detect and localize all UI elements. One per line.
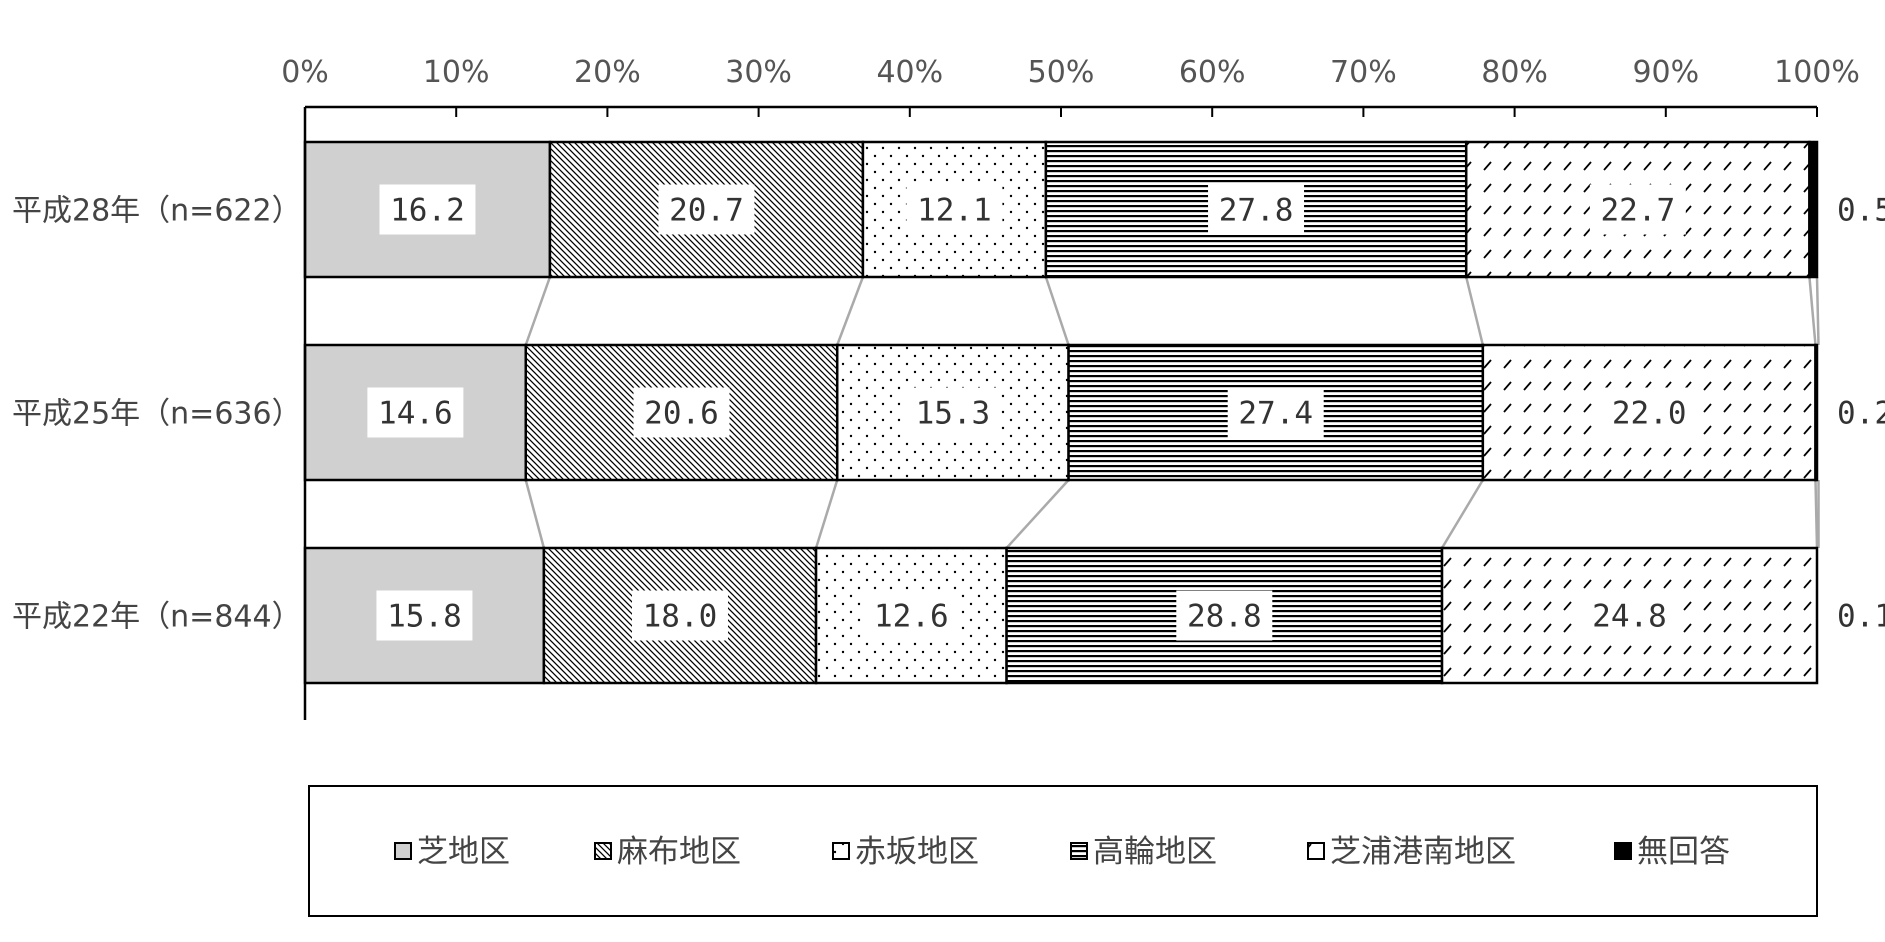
data-label-bg — [631, 590, 728, 641]
series-line — [524, 276, 552, 346]
legend-label: 高輪地区 — [1093, 834, 1217, 870]
series-line — [1440, 479, 1484, 549]
category-label: 平成25年（n=636） — [12, 397, 302, 432]
legend-box — [308, 785, 1818, 917]
data-label: 18.0 — [643, 599, 718, 635]
data-label: 0.1 — [1837, 599, 1885, 635]
data-label: 22.7 — [1600, 193, 1675, 229]
bar-segment — [861, 140, 1048, 279]
data-label: 20.7 — [669, 193, 744, 229]
data-label-bg — [379, 184, 476, 235]
legend-swatch — [1614, 842, 1632, 860]
data-label: 12.1 — [917, 193, 992, 229]
series-line — [1815, 276, 1820, 346]
data-label-bg — [906, 184, 1003, 235]
legend-swatch — [1070, 842, 1088, 860]
data-label: 14.6 — [378, 396, 453, 432]
x-tick-label: 40% — [876, 55, 943, 90]
legend-swatch — [832, 842, 850, 860]
data-label: 0.2 — [1837, 396, 1885, 432]
bar-segment — [1808, 140, 1819, 279]
legend: 芝地区 麻布地区 赤坂地区 高輪地区 芝浦港南地区 無回答 — [394, 834, 1730, 870]
x-tick-label: 60% — [1179, 55, 1246, 90]
legend-label: 麻布地区 — [617, 834, 741, 870]
legend-swatch — [594, 842, 612, 860]
data-label-bg — [1589, 184, 1686, 235]
category-label: 平成28年（n=622） — [12, 194, 302, 229]
data-label-bg — [376, 590, 473, 641]
data-label: 28.8 — [1187, 599, 1262, 635]
data-label-bg — [863, 590, 960, 641]
data-label: 24.8 — [1592, 599, 1667, 635]
data-label-bg — [904, 387, 1001, 438]
x-tick-label: 30% — [725, 55, 792, 90]
data-label: 27.4 — [1238, 396, 1313, 432]
data-label: 20.6 — [644, 396, 719, 432]
x-tick-label: 10% — [423, 55, 490, 90]
series-line — [814, 479, 839, 549]
series-line — [1814, 479, 1819, 549]
x-tick-label: 100% — [1774, 55, 1860, 90]
data-label-bg — [1581, 590, 1678, 641]
x-tick-label: 90% — [1632, 55, 1699, 90]
series-lines — [524, 276, 1820, 549]
series-line — [524, 479, 546, 549]
data-label: 27.8 — [1219, 193, 1294, 229]
x-axis: 0% 10% 20% 30% 40% 50% 60% 70% 80% 90% 100% — [281, 55, 1860, 720]
series-line — [1465, 276, 1485, 346]
legend-swatch — [1307, 842, 1325, 860]
data-label-bg — [1601, 387, 1698, 438]
data-label-bg — [1227, 387, 1324, 438]
category-label: 平成22年（n=844） — [12, 600, 302, 635]
legend-swatch — [394, 842, 412, 860]
x-tick-label: 0% — [281, 55, 329, 90]
legend-label: 赤坂地区 — [855, 834, 979, 870]
legend-label: 芝浦港南地区 — [1330, 834, 1516, 870]
x-tick-label: 20% — [574, 55, 641, 90]
data-label-bg — [1208, 184, 1305, 235]
data-label-bg — [367, 387, 464, 438]
data-label: 16.2 — [390, 193, 465, 229]
x-tick-label: 80% — [1481, 55, 1548, 90]
data-label: 15.3 — [916, 396, 991, 432]
data-label: 22.0 — [1612, 396, 1687, 432]
data-label-bg — [633, 387, 730, 438]
series-line — [1808, 276, 1817, 346]
legend-label: 無回答 — [1637, 834, 1730, 870]
data-label: 12.6 — [874, 599, 949, 635]
data-label-bg — [658, 184, 755, 235]
bar-segment — [1814, 343, 1819, 482]
data-label: 15.8 — [387, 599, 462, 635]
data-label: 0.5 — [1837, 193, 1885, 229]
series-line — [1005, 479, 1070, 549]
x-tick-label: 70% — [1330, 55, 1397, 90]
data-labels: 16.2 20.7 12.1 27.8 22.7 0.5 14.6 20.6 15.3 27.4 2… — [367, 184, 1885, 641]
series-line — [836, 276, 865, 346]
legend-label: 芝地区 — [417, 834, 510, 870]
x-tick-label: 50% — [1028, 55, 1095, 90]
data-label-bg — [1176, 590, 1273, 641]
series-line — [1044, 276, 1070, 346]
category-labels: 平成28年（n=622） 平成25年（n=636） 平成22年（n=844） — [12, 194, 302, 635]
